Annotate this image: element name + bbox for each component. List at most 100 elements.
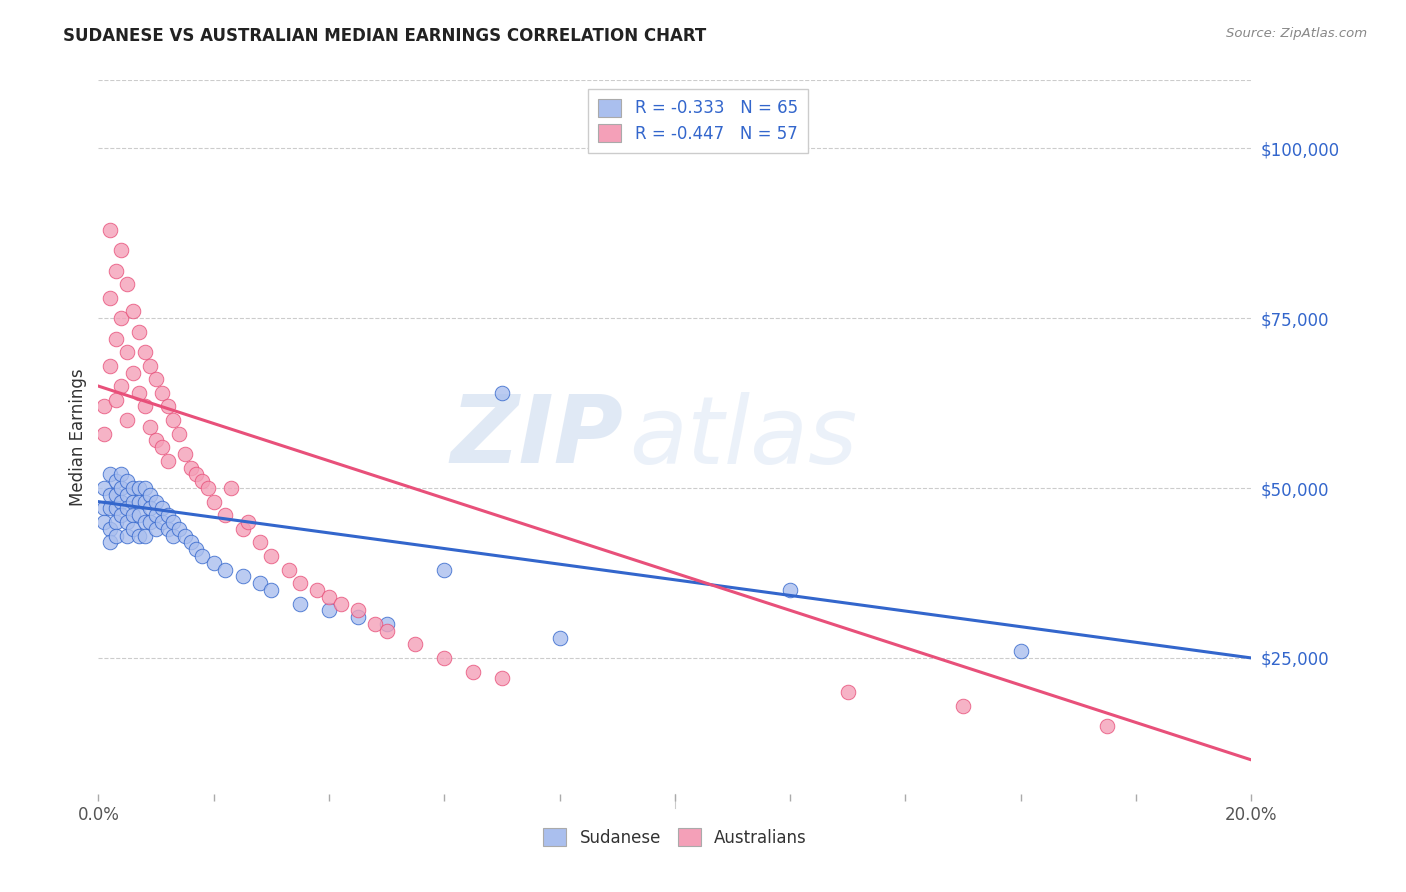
Point (122, 366, 145, 380)
Point (145, 494, 167, 508)
Point (104, 515, 127, 529)
Point (202, 556, 225, 570)
Point (98, 223, 121, 237)
Point (491, 671, 513, 685)
Point (174, 447, 197, 461)
Point (110, 508, 132, 523)
Point (104, 392, 127, 407)
Point (307, 582, 329, 597)
Point (117, 528, 139, 542)
Point (104, 332, 127, 346)
Point (548, 631, 571, 645)
Point (837, 685, 859, 699)
Point (93, 400, 115, 414)
Point (167, 522, 190, 536)
Point (117, 413, 139, 427)
Point (110, 467, 132, 482)
Point (156, 400, 179, 414)
Point (93, 481, 115, 495)
Point (117, 475, 139, 489)
Point (110, 311, 132, 326)
Point (150, 385, 173, 400)
Point (375, 624, 398, 638)
Point (238, 515, 260, 529)
Point (110, 379, 132, 393)
Text: ZIP: ZIP (450, 391, 623, 483)
Point (318, 590, 340, 604)
Point (93, 426, 115, 441)
Point (191, 549, 214, 563)
Point (98, 359, 121, 373)
Point (202, 494, 225, 508)
Point (98, 467, 121, 482)
Point (186, 467, 208, 482)
Point (110, 494, 132, 508)
Point (779, 582, 801, 597)
Point (1010, 644, 1032, 658)
Text: Source: ZipAtlas.com: Source: ZipAtlas.com (1226, 27, 1367, 40)
Point (329, 597, 352, 611)
Point (128, 385, 150, 400)
Point (134, 345, 156, 359)
Point (139, 488, 162, 502)
Point (122, 304, 145, 318)
Point (104, 263, 127, 277)
Point (98, 291, 121, 305)
Point (346, 610, 368, 624)
Point (318, 603, 340, 617)
Point (290, 576, 312, 591)
Point (134, 400, 156, 414)
Point (117, 345, 139, 359)
Point (104, 528, 127, 542)
Point (139, 359, 162, 373)
Point (167, 426, 190, 441)
Point (231, 569, 254, 583)
Point (139, 501, 162, 516)
Point (156, 508, 179, 523)
Point (134, 494, 156, 508)
Point (364, 617, 387, 632)
Point (180, 535, 202, 549)
Point (219, 481, 242, 495)
Point (214, 508, 236, 523)
Point (186, 542, 208, 557)
Point (134, 481, 156, 495)
Point (150, 501, 173, 516)
Point (98, 488, 121, 502)
Point (260, 582, 283, 597)
Point (231, 522, 254, 536)
Point (145, 434, 167, 448)
Point (145, 522, 167, 536)
Point (128, 508, 150, 523)
Point (128, 528, 150, 542)
Point (98, 522, 121, 536)
Point (162, 528, 184, 542)
Point (122, 494, 145, 508)
Point (117, 515, 139, 529)
Legend: Sudanese, Australians: Sudanese, Australians (533, 818, 817, 857)
Text: SUDANESE VS AUSTRALIAN MEDIAN EARNINGS CORRELATION CHART: SUDANESE VS AUSTRALIAN MEDIAN EARNINGS C… (63, 27, 707, 45)
Point (156, 522, 179, 536)
Point (104, 488, 127, 502)
Point (191, 475, 214, 489)
Point (952, 698, 974, 713)
Point (491, 385, 513, 400)
Point (122, 481, 145, 495)
Point (128, 481, 150, 495)
Point (346, 603, 368, 617)
Point (145, 508, 167, 523)
Text: atlas: atlas (628, 392, 858, 483)
Point (249, 535, 271, 549)
Point (461, 665, 484, 679)
Point (134, 528, 156, 542)
Point (122, 522, 145, 536)
Point (117, 488, 139, 502)
Point (128, 325, 150, 339)
Point (197, 481, 219, 495)
Point (260, 549, 283, 563)
Point (150, 440, 173, 454)
Point (156, 454, 179, 468)
Point (104, 501, 127, 516)
Point (122, 508, 145, 523)
Point (98, 501, 121, 516)
